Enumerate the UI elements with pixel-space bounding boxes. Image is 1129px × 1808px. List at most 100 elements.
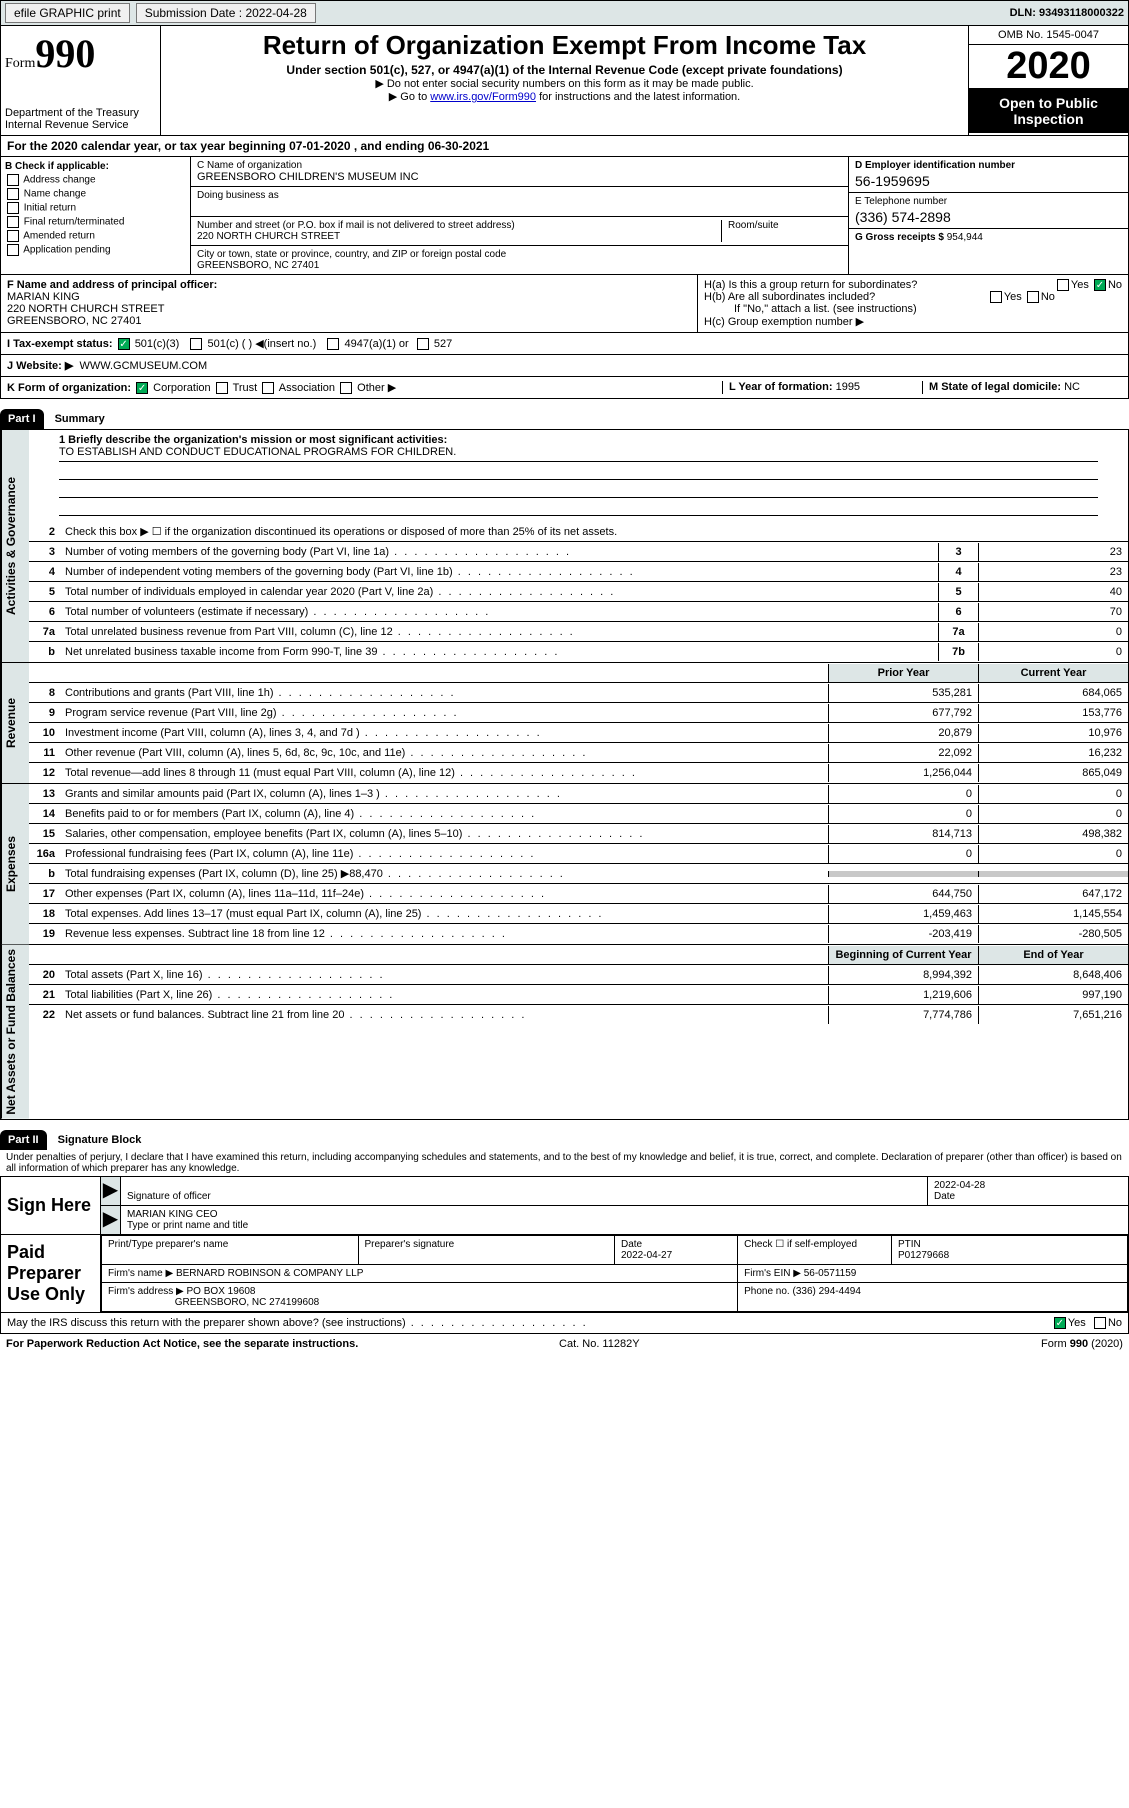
- entity-block: B Check if applicable: Address change Na…: [0, 157, 1129, 275]
- gov-val-6: 70: [978, 603, 1128, 621]
- governance-block: Activities & Governance 1 Briefly descri…: [1, 430, 1128, 662]
- page-footer: For Paperwork Reduction Act Notice, see …: [0, 1334, 1129, 1354]
- gov-val-5: 40: [978, 583, 1128, 601]
- sign-here-label: Sign Here: [1, 1177, 101, 1234]
- org-city: GREENSBORO, NC 27401: [197, 260, 842, 271]
- firm-phone-label: Phone no.: [744, 1286, 790, 1297]
- signature-block: Sign Here ▶ Signature of officer 2022-04…: [0, 1176, 1129, 1313]
- ha-yes[interactable]: [1057, 279, 1069, 291]
- gov-line-5: 5 Total number of individuals employed i…: [29, 582, 1128, 602]
- discuss-yes[interactable]: [1054, 1317, 1066, 1329]
- rev-desc-11: Other revenue (Part VIII, column (A), li…: [61, 744, 828, 762]
- exp-line-15: 15 Salaries, other compensation, employe…: [29, 824, 1128, 844]
- rev-line-11: 11 Other revenue (Part VIII, column (A),…: [29, 743, 1128, 763]
- org-form-row: K Form of organization: Corporation Trus…: [0, 377, 1129, 399]
- chk-4947[interactable]: [327, 338, 339, 350]
- org-address: 220 NORTH CHURCH STREET: [197, 231, 715, 242]
- officer-name: MARIAN KING: [7, 291, 80, 303]
- ein-value: 56-1959695: [855, 171, 1122, 189]
- ha-label: H(a) Is this a group return for subordin…: [704, 279, 917, 291]
- exp-desc-16a: Professional fundraising fees (Part IX, …: [61, 845, 828, 863]
- exp-vlabel: Expenses: [1, 784, 29, 944]
- website-row: J Website: ▶ WWW.GCMUSEUM.COM: [0, 355, 1129, 377]
- chk-assoc[interactable]: [262, 382, 274, 394]
- rev-prior-8: 535,281: [828, 684, 978, 702]
- ha-no[interactable]: [1094, 279, 1106, 291]
- rev-line-9: 9 Program service revenue (Part VIII, li…: [29, 703, 1128, 723]
- footer-mid: Cat. No. 11282Y: [559, 1338, 640, 1350]
- officer-addr: 220 NORTH CHURCH STREET GREENSBORO, NC 2…: [7, 303, 165, 327]
- na-line-21: 21 Total liabilities (Part X, line 26) 1…: [29, 985, 1128, 1005]
- chk-amended[interactable]: Amended return: [5, 230, 186, 242]
- rev-prior-12: 1,256,044: [828, 764, 978, 782]
- rev-desc-10: Investment income (Part VIII, column (A)…: [61, 724, 828, 742]
- hb-yes[interactable]: [990, 291, 1002, 303]
- efile-print-button[interactable]: efile GRAPHIC print: [5, 3, 130, 23]
- chk-address[interactable]: Address change: [5, 174, 186, 186]
- addr-label: Number and street (or P.O. box if mail i…: [197, 220, 715, 231]
- room-label: Room/suite: [722, 220, 842, 242]
- rev-curr-12: 865,049: [978, 764, 1128, 782]
- exp-line-18: 18 Total expenses. Add lines 13–17 (must…: [29, 904, 1128, 924]
- chk-pending[interactable]: Application pending: [5, 244, 186, 256]
- exp-curr-14: 0: [978, 805, 1128, 823]
- submission-label: Submission Date :: [145, 6, 242, 20]
- na-curr-20: 8,648,406: [978, 966, 1128, 984]
- exp-line-b: b Total fundraising expenses (Part IX, c…: [29, 864, 1128, 884]
- submission-date-button[interactable]: Submission Date : 2022-04-28: [136, 3, 316, 23]
- prep-name-label: Print/Type preparer's name: [102, 1235, 359, 1264]
- rev-curr-10: 10,976: [978, 724, 1128, 742]
- gov-desc-3: Number of voting members of the governin…: [61, 543, 938, 561]
- phone-value: (336) 574-2898: [855, 207, 1122, 225]
- lbl-4947: 4947(a)(1) or: [345, 338, 409, 350]
- rev-line-12: 12 Total revenue—add lines 8 through 11 …: [29, 763, 1128, 783]
- dln-value: 93493118000322: [1039, 7, 1124, 19]
- firm-ein: 56-0571159: [804, 1268, 857, 1279]
- rev-desc-9: Program service revenue (Part VIII, line…: [61, 704, 828, 722]
- gov-line-3: 3 Number of voting members of the govern…: [29, 542, 1128, 562]
- chk-corp[interactable]: [136, 382, 148, 394]
- chk-other[interactable]: [340, 382, 352, 394]
- chk-527[interactable]: [417, 338, 429, 350]
- korg-label: K Form of organization:: [7, 382, 131, 394]
- hb-no[interactable]: [1027, 291, 1039, 303]
- exp-desc-13: Grants and similar amounts paid (Part IX…: [61, 785, 828, 803]
- gov-desc-b: Net unrelated business taxable income fr…: [61, 643, 938, 661]
- na-desc-20: Total assets (Part X, line 16): [61, 966, 828, 984]
- exp-line-19: 19 Revenue less expenses. Subtract line …: [29, 924, 1128, 944]
- discuss-row: May the IRS discuss this return with the…: [0, 1313, 1129, 1334]
- mission-q: 1 Briefly describe the organization's mi…: [59, 434, 447, 446]
- chk-501c[interactable]: [190, 338, 202, 350]
- exp-line-16a: 16a Professional fundraising fees (Part …: [29, 844, 1128, 864]
- exp-line-14: 14 Benefits paid to or for members (Part…: [29, 804, 1128, 824]
- ptin-label: PTIN: [898, 1239, 921, 1250]
- firm-ein-label: Firm's EIN ▶: [744, 1268, 801, 1279]
- sig-date-label: Date: [934, 1191, 955, 1202]
- gov-col-7a: 7a: [938, 623, 978, 641]
- rev-prior-11: 22,092: [828, 744, 978, 762]
- org-name: GREENSBORO CHILDREN'S MUSEUM INC: [197, 171, 842, 183]
- gov-line-b: b Net unrelated business taxable income …: [29, 642, 1128, 662]
- chk-trust[interactable]: [216, 382, 228, 394]
- form-title-block: Return of Organization Exempt From Incom…: [161, 26, 968, 135]
- sig-date: 2022-04-28: [934, 1180, 985, 1191]
- ein-label: D Employer identification number: [855, 160, 1015, 171]
- chk-final[interactable]: Final return/terminated: [5, 216, 186, 228]
- gov-col-6: 6: [938, 603, 978, 621]
- part2-title: Signature Block: [50, 1134, 142, 1146]
- rev-prior-9: 677,792: [828, 704, 978, 722]
- exp-desc-19: Revenue less expenses. Subtract line 18 …: [61, 925, 828, 943]
- exp-curr-19: -280,505: [978, 925, 1128, 943]
- chk-501c3[interactable]: [118, 338, 130, 350]
- year-block: OMB No. 1545-0047 2020 Open to Public In…: [968, 26, 1128, 135]
- tax-exempt-status: I Tax-exempt status: 501(c)(3) 501(c) ( …: [0, 333, 1129, 355]
- chk-name[interactable]: Name change: [5, 188, 186, 200]
- hc-label: H(c) Group exemption number ▶: [704, 315, 1122, 328]
- instructions-link[interactable]: www.irs.gov/Form990: [430, 91, 536, 103]
- exp-curr-18: 1,145,554: [978, 905, 1128, 923]
- ssn-note: ▶ Do not enter social security numbers o…: [167, 77, 962, 90]
- hdr-begin: Beginning of Current Year: [828, 946, 978, 964]
- gov-col-4: 4: [938, 563, 978, 581]
- discuss-no[interactable]: [1094, 1317, 1106, 1329]
- chk-initial[interactable]: Initial return: [5, 202, 186, 214]
